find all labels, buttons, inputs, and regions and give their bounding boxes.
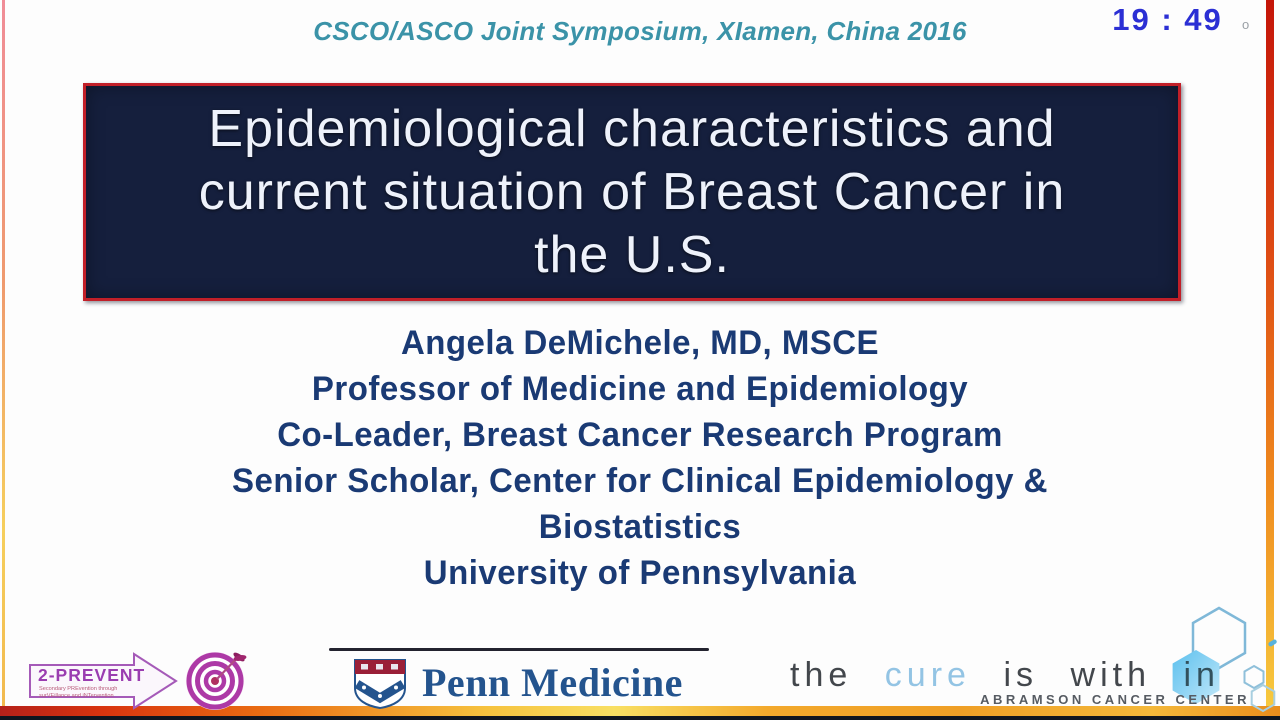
two-prevent-tagline-2: surVEillance and iNTervention xyxy=(39,693,114,699)
acc-word-the: the xyxy=(790,656,853,694)
two-prevent-logo: 2-PREVENT Secondary PREvention through s… xyxy=(24,650,284,717)
arrow-shape xyxy=(29,652,178,710)
slide-title-line-3: the U.S. xyxy=(534,225,730,284)
acc-word-with: with xyxy=(1070,656,1151,694)
left-edge-gradient-bar xyxy=(2,0,5,706)
presenter-block: Angela DeMichele, MD, MSCE Professor of … xyxy=(19,320,1261,596)
presenter-title-1: Professor of Medicine and Epidemiology xyxy=(311,370,969,408)
acc-word-cure: cure xyxy=(884,656,971,694)
two-prevent-tagline-1: Secondary PREvention through xyxy=(39,686,117,692)
slide-title-box: Epidemiological characteristics and curr… xyxy=(83,83,1181,301)
right-edge-gradient-bar xyxy=(1266,0,1274,706)
timer-indicator: o xyxy=(1242,17,1250,32)
acc-word-is: is xyxy=(1003,656,1038,694)
dartboard-icon xyxy=(186,652,247,710)
penn-medicine-logo: Penn Medicine xyxy=(352,658,683,710)
acc-word-in: in xyxy=(1183,656,1220,694)
presenter-name: Angela DeMichele, MD, MSCE xyxy=(400,324,880,362)
slide-title-line-1: Epidemiological characteristics and xyxy=(208,99,1056,158)
hexagon-cluster-icon xyxy=(1172,606,1277,713)
bottom-edge-gradient-bar xyxy=(0,706,1280,716)
presenter-title-4: Biostatistics xyxy=(538,508,742,546)
slide-title-line-2: current situation of Breast Cancer in xyxy=(198,162,1066,221)
presenter-title-2: Co-Leader, Breast Cancer Research Progra… xyxy=(277,416,1003,454)
two-prevent-label: 2-PREVENT xyxy=(38,665,145,685)
acc-tagline: the cure is with in xyxy=(790,656,1220,695)
penn-separator-line xyxy=(329,648,709,651)
two-prevent-arrow-target-icon: 2-PREVENT Secondary PREvention through s… xyxy=(29,652,247,710)
penn-medicine-wordmark: Penn Medicine xyxy=(422,659,683,705)
penn-shield-icon xyxy=(354,659,406,710)
presenter-title-3: Senior Scholar, Center for Clinical Epid… xyxy=(232,462,1048,500)
presenter-affiliation: University of Pennsylvania xyxy=(423,554,857,592)
symposium-header: CSCO/ASCO Joint Symposium, XIamen, China… xyxy=(313,16,967,46)
abramson-cancer-center-label: ABRAMSON CANCER CENTER xyxy=(980,692,1250,707)
bottom-dark-strip xyxy=(0,716,1280,720)
video-timer: 19 : 49 xyxy=(1112,2,1223,37)
